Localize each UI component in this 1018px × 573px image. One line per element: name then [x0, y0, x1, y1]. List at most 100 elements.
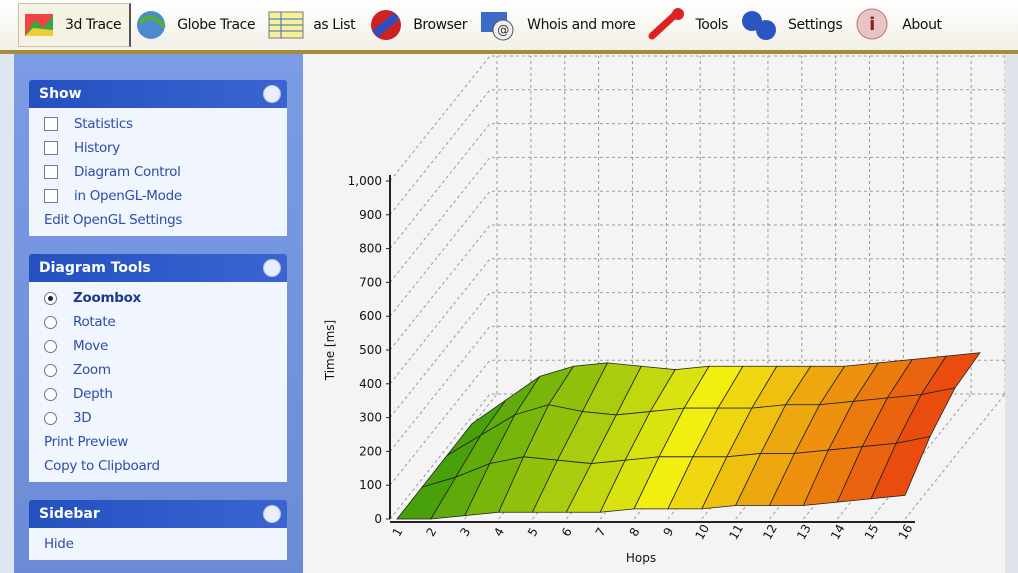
icon — [648, 8, 684, 40]
grid-line — [389, 89, 1005, 216]
x-tick-label: 12 — [760, 522, 780, 542]
label: About — [902, 17, 942, 33]
x-tick-label: 8 — [627, 525, 643, 539]
label: Statistics — [74, 116, 133, 132]
y-tick-label: 400 — [359, 377, 382, 391]
label: Diagram Control — [74, 164, 181, 180]
checkbox-row[interactable]: Diagram Control — [44, 160, 287, 184]
svg-text:@: @ — [497, 23, 509, 37]
y-tick-label: 600 — [359, 309, 382, 323]
link[interactable]: Hide — [44, 536, 74, 552]
x-axis-label: Hops — [626, 551, 656, 565]
toolbar-button[interactable]: Globe Trace — [131, 4, 263, 46]
x-tick-label: 4 — [491, 525, 507, 539]
label: as List — [313, 17, 356, 33]
toolbar-button[interactable]: Tools — [644, 4, 737, 46]
radio-row[interactable]: Depth — [44, 382, 287, 406]
panel-body: Hide — [29, 528, 287, 560]
panel-body: Zoombox Rotate Move Zoom Depth 3D Print … — [29, 282, 287, 482]
toolbar-button[interactable]: Browser — [363, 4, 475, 46]
label: 3D — [73, 410, 92, 426]
label: Settings — [788, 17, 843, 33]
radio-row[interactable]: Rotate — [44, 310, 287, 334]
x-tick-label: 1 — [390, 525, 406, 539]
panel-body: Statistics History Diagram Control in Op… — [29, 108, 287, 236]
x-tick-label: 2 — [423, 525, 439, 539]
checkbox[interactable] — [44, 117, 58, 131]
grid-line — [389, 123, 1005, 249]
x-tick-label: 3 — [457, 525, 473, 539]
y-tick-label: 800 — [359, 242, 382, 256]
radio[interactable] — [44, 387, 57, 401]
checkbox[interactable] — [44, 189, 58, 203]
checkbox[interactable] — [44, 165, 58, 179]
toolbar-button[interactable]: i About — [850, 4, 949, 46]
svg-text:i: i — [869, 14, 875, 35]
collapse-button[interactable] — [263, 259, 281, 277]
label: Browser — [413, 17, 468, 33]
radio-row[interactable]: 3D — [44, 406, 287, 430]
y-tick-label: 300 — [359, 411, 382, 425]
toolbar-button[interactable]: as List — [263, 4, 363, 46]
radio[interactable] — [44, 339, 57, 353]
toolbar-button[interactable]: Settings — [736, 4, 850, 46]
checkbox[interactable] — [44, 141, 58, 155]
x-tick-label: 7 — [593, 525, 609, 539]
y-tick-label: 100 — [359, 478, 382, 492]
toolbar: 3d Trace Globe Trace as List Browser @ W… — [0, 0, 1018, 54]
collapse-button[interactable] — [263, 505, 281, 523]
label: Globe Trace — [177, 17, 256, 33]
checkbox-row[interactable]: in OpenGL-Mode — [44, 184, 287, 208]
grid-line — [389, 190, 1005, 317]
radio[interactable] — [44, 315, 57, 329]
window-edge — [1005, 54, 1018, 573]
icon — [742, 11, 776, 40]
icon: @ — [481, 12, 514, 41]
icon — [25, 14, 53, 36]
grid-line — [389, 55, 1005, 182]
panel-title: Show — [39, 86, 82, 102]
toolbar-button[interactable]: 3d Trace — [18, 3, 132, 47]
link[interactable]: Edit OpenGL Settings — [44, 212, 183, 228]
panel: Sidebar Hide — [29, 500, 287, 560]
y-tick-label: 900 — [359, 208, 382, 222]
x-tick-label: 16 — [896, 522, 916, 542]
radio-row[interactable]: Move — [44, 334, 287, 358]
toolbar-button[interactable]: @ Whois and more — [475, 4, 643, 46]
link[interactable]: Print Preview — [44, 434, 128, 450]
checkbox-row[interactable]: History — [44, 136, 287, 160]
radio[interactable] — [44, 411, 57, 425]
icon — [137, 11, 166, 39]
radio-row[interactable]: Zoom — [44, 358, 287, 382]
y-axis-label: Time [ms] — [323, 320, 337, 382]
panel-header[interactable]: Show — [29, 80, 287, 108]
label: Zoombox — [73, 290, 141, 306]
grid-line — [904, 393, 1005, 520]
label: Depth — [73, 386, 113, 402]
label: in OpenGL-Mode — [74, 188, 182, 204]
label: Zoom — [73, 362, 111, 378]
grid-line — [389, 224, 1005, 351]
label: Tools — [695, 17, 729, 33]
collapse-button[interactable] — [263, 85, 281, 103]
sidebar: Show Statistics History Diagram Control … — [14, 54, 303, 573]
y-tick-label: 700 — [359, 275, 382, 289]
radio-row[interactable]: Zoombox — [44, 286, 287, 310]
panel-header[interactable]: Diagram Tools — [29, 254, 287, 282]
x-tick-label: 13 — [794, 522, 814, 542]
link[interactable]: Copy to Clipboard — [44, 458, 160, 474]
x-tick-label: 10 — [692, 522, 712, 542]
radio[interactable] — [44, 291, 57, 305]
label: Move — [73, 338, 109, 354]
checkbox-row[interactable]: Statistics — [44, 112, 287, 136]
label: Rotate — [73, 314, 116, 330]
y-tick-label: 1,000 — [348, 174, 382, 188]
panel-title: Sidebar — [39, 506, 100, 522]
radio[interactable] — [44, 363, 57, 377]
panel-header[interactable]: Sidebar — [29, 500, 287, 528]
y-tick-label: 500 — [359, 343, 382, 357]
x-tick-label: 6 — [559, 525, 575, 539]
label: 3d Trace — [65, 17, 122, 33]
